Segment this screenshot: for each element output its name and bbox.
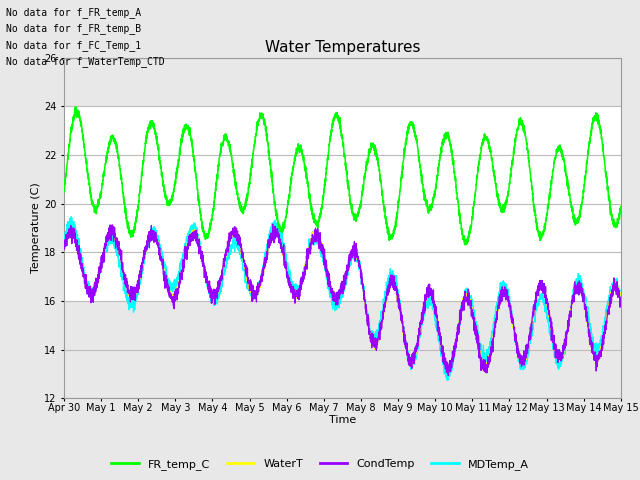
FR_temp_C — [397, 178, 404, 183]
MDTemp_A — [564, 324, 572, 330]
FR_temp_C — [564, 181, 572, 187]
Text: No data for f_FR_temp_B: No data for f_FR_temp_B — [6, 24, 141, 35]
Bar — [64, 106, 621, 301]
CondTemp — [617, 300, 625, 306]
Line: MDTemp_A: MDTemp_A — [64, 217, 621, 380]
MDTemp_A — [617, 295, 625, 301]
CondTemp — [617, 301, 625, 307]
MDTemp_A — [60, 233, 68, 239]
WaterT — [216, 283, 223, 289]
MDTemp_A — [67, 214, 75, 220]
MDTemp_A — [397, 310, 404, 315]
WaterT — [60, 245, 68, 251]
FR_temp_C — [617, 205, 625, 211]
Line: FR_temp_C: FR_temp_C — [64, 107, 621, 245]
CondTemp — [216, 277, 223, 283]
MDTemp_A — [444, 377, 452, 383]
FR_temp_C — [60, 188, 68, 194]
MDTemp_A — [617, 295, 625, 300]
Line: WaterT: WaterT — [64, 229, 621, 370]
CondTemp — [444, 372, 452, 378]
FR_temp_C — [216, 153, 223, 159]
FR_temp_C — [72, 104, 80, 110]
Text: No data for f_WaterTemp_CTD: No data for f_WaterTemp_CTD — [6, 56, 165, 67]
WaterT — [617, 296, 625, 301]
CondTemp — [269, 221, 276, 227]
WaterT — [564, 323, 572, 328]
CondTemp — [564, 317, 572, 323]
MDTemp_A — [406, 356, 414, 362]
WaterT — [179, 261, 187, 267]
MDTemp_A — [180, 252, 188, 257]
CondTemp — [406, 356, 414, 362]
CondTemp — [179, 259, 187, 264]
X-axis label: Time: Time — [329, 415, 356, 425]
FR_temp_C — [406, 120, 414, 126]
FR_temp_C — [180, 127, 188, 133]
Text: No data for f_FR_temp_A: No data for f_FR_temp_A — [6, 7, 141, 18]
Line: CondTemp: CondTemp — [64, 224, 621, 375]
Legend: FR_temp_C, WaterT, CondTemp, MDTemp_A: FR_temp_C, WaterT, CondTemp, MDTemp_A — [106, 455, 534, 474]
WaterT — [397, 314, 404, 320]
WaterT — [481, 367, 489, 372]
Y-axis label: Temperature (C): Temperature (C) — [31, 182, 41, 274]
MDTemp_A — [216, 291, 223, 297]
Title: Water Temperatures: Water Temperatures — [265, 40, 420, 55]
CondTemp — [60, 246, 68, 252]
WaterT — [406, 356, 414, 362]
Text: No data for f_FC_Temp_1: No data for f_FC_Temp_1 — [6, 40, 141, 51]
FR_temp_C — [461, 242, 468, 248]
WaterT — [617, 295, 625, 301]
CondTemp — [397, 314, 404, 320]
FR_temp_C — [617, 204, 625, 209]
WaterT — [191, 227, 199, 232]
